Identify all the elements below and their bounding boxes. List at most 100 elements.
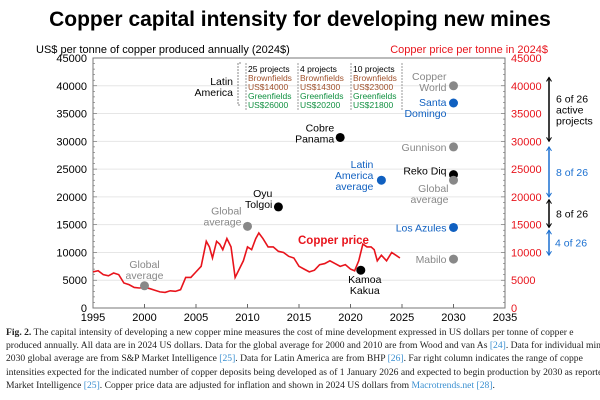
caption-text: . Data for Latin America are from BHP [235,353,388,365]
y2-tick-label: 30000 [511,136,542,148]
x-tick-label: 2005 [184,312,208,324]
y2-tick-label: 25000 [511,164,542,176]
y2-tick-label: 10000 [511,247,542,259]
point-label: Copper World [412,71,447,94]
box-projects: 10 projects [353,64,395,74]
range-label: 8 of 26 [556,209,588,221]
point-label: Global average [204,205,242,228]
data-point [376,175,386,185]
ref-link[interactable]: [26] [387,353,404,365]
bracket [237,62,241,106]
caption-fig: Fig. 2. [6,327,32,338]
box-greenfields-label: Greenfields [353,91,396,101]
data-point [449,81,458,91]
point-label: Reko Diq [403,166,446,178]
ref-link[interactable]: [25] [219,353,236,365]
box-greenfields-label: Greenfields [300,91,343,101]
box-brownfields-label: Brownfields [300,73,344,83]
point-label: Cobre Panama [295,122,334,145]
box-greenfields-value: US$26000 [248,100,288,110]
y-axis-label: US$ per tonne of copper produced annuall… [36,44,290,56]
caption-text: . Far right column indicates the range o… [403,353,583,365]
y2-tick-label: 45000 [511,53,542,65]
y-tick-label: 15000 [56,220,87,232]
ref-link[interactable]: [24] [489,340,506,352]
data-point [449,254,458,264]
x-tick-label: 2020 [338,312,362,324]
data-point [449,98,458,108]
point-label: Mabilo [416,254,447,266]
box-projects: 25 projects [248,64,290,74]
caption-text: The capital intensity of developing a ne… [31,327,574,338]
range-label: 8 of 26 [556,167,588,179]
range-arrow [546,192,552,198]
x-tick-label: 2025 [390,312,414,324]
chart: US$ per tonne of copper produced annuall… [36,44,593,324]
y2-tick-label: 40000 [511,81,542,93]
region-label: Latin America [194,76,233,99]
point-label: Global average [126,259,164,282]
box-greenfields-value: US$21800 [353,100,393,110]
x-tick-label: 2035 [493,312,517,324]
x-tick-label: 2010 [235,312,259,324]
box-greenfields-label: Greenfields [248,91,291,101]
box-brownfields-value: US$23000 [353,82,393,92]
ref-link[interactable]: [25] [83,379,100,391]
point-label: Latin America average [335,159,374,193]
box-projects: 4 projects [300,64,337,74]
range-arrow [546,250,552,257]
y-tick-label: 40000 [56,81,87,93]
plot-frame [92,57,506,309]
box-brownfields-label: Brownfields [248,73,292,83]
point-label: Kamoa Kakua [348,274,381,297]
y-tick-label: 20000 [56,192,87,204]
range-arrow [546,229,552,235]
x-tick-label: 2030 [441,312,465,324]
data-point [243,221,252,231]
point-label: Los Azules [396,222,447,234]
y-tick-label: 45000 [56,53,87,65]
box-brownfields-label: Brownfields [353,73,397,83]
caption-text: . Data for individual mine [505,340,600,352]
y2-tick-label: 15000 [511,220,542,232]
range-label: 6 of 26 active projects [556,93,593,127]
point-label: Oyu Tolgoi [245,188,273,211]
ref-link[interactable]: [28] [476,379,493,391]
data-point [273,202,283,212]
data-point [356,265,366,275]
y-tick-label: 10000 [56,247,87,259]
caption-text: produced annually. All data are in 2024 … [6,340,490,352]
data-point [140,281,149,291]
box-brownfields-value: US$14000 [248,82,288,92]
data-point [449,222,458,232]
y2-tick-label: 35000 [511,109,542,121]
caption-text: . Copper price data are adjusted for inf… [99,379,412,391]
y-tick-label: 35000 [56,109,87,121]
data-point [449,175,458,185]
chart-title: Copper capital intensity for developing … [49,8,551,31]
range-label: 4 of 26 [555,238,587,250]
caption-text: 2030 global average are from S&P Market … [6,353,220,365]
caption-text: . [492,379,495,391]
data-point [335,132,345,142]
range-arrow [546,76,552,82]
point-label: Santa Domingo [404,97,446,120]
y-tick-label: 0 [81,303,87,315]
point-label: Gunnison [402,142,447,154]
x-tick-label: 2000 [132,312,156,324]
figure-caption: Fig. 2. The capital intensity of develop… [6,326,600,392]
y2-tick-label: 0 [511,303,517,315]
y-tick-label: 25000 [56,164,87,176]
copper-price-label: Copper price [298,235,369,247]
x-tick-label: 2015 [287,312,311,324]
data-point [449,142,458,152]
caption-text: Market Intelligence [6,379,84,391]
x-tick-label: 1995 [81,312,105,324]
box-brownfields-value: US$14300 [300,82,340,92]
y-tick-label: 5000 [63,275,87,287]
box-greenfields-value: US$20200 [300,100,340,110]
copper-price-line [92,231,401,294]
range-arrow [546,137,552,143]
y2-tick-label: 20000 [511,192,542,204]
macrotrends-link[interactable]: Macrotrends.net [411,379,475,391]
